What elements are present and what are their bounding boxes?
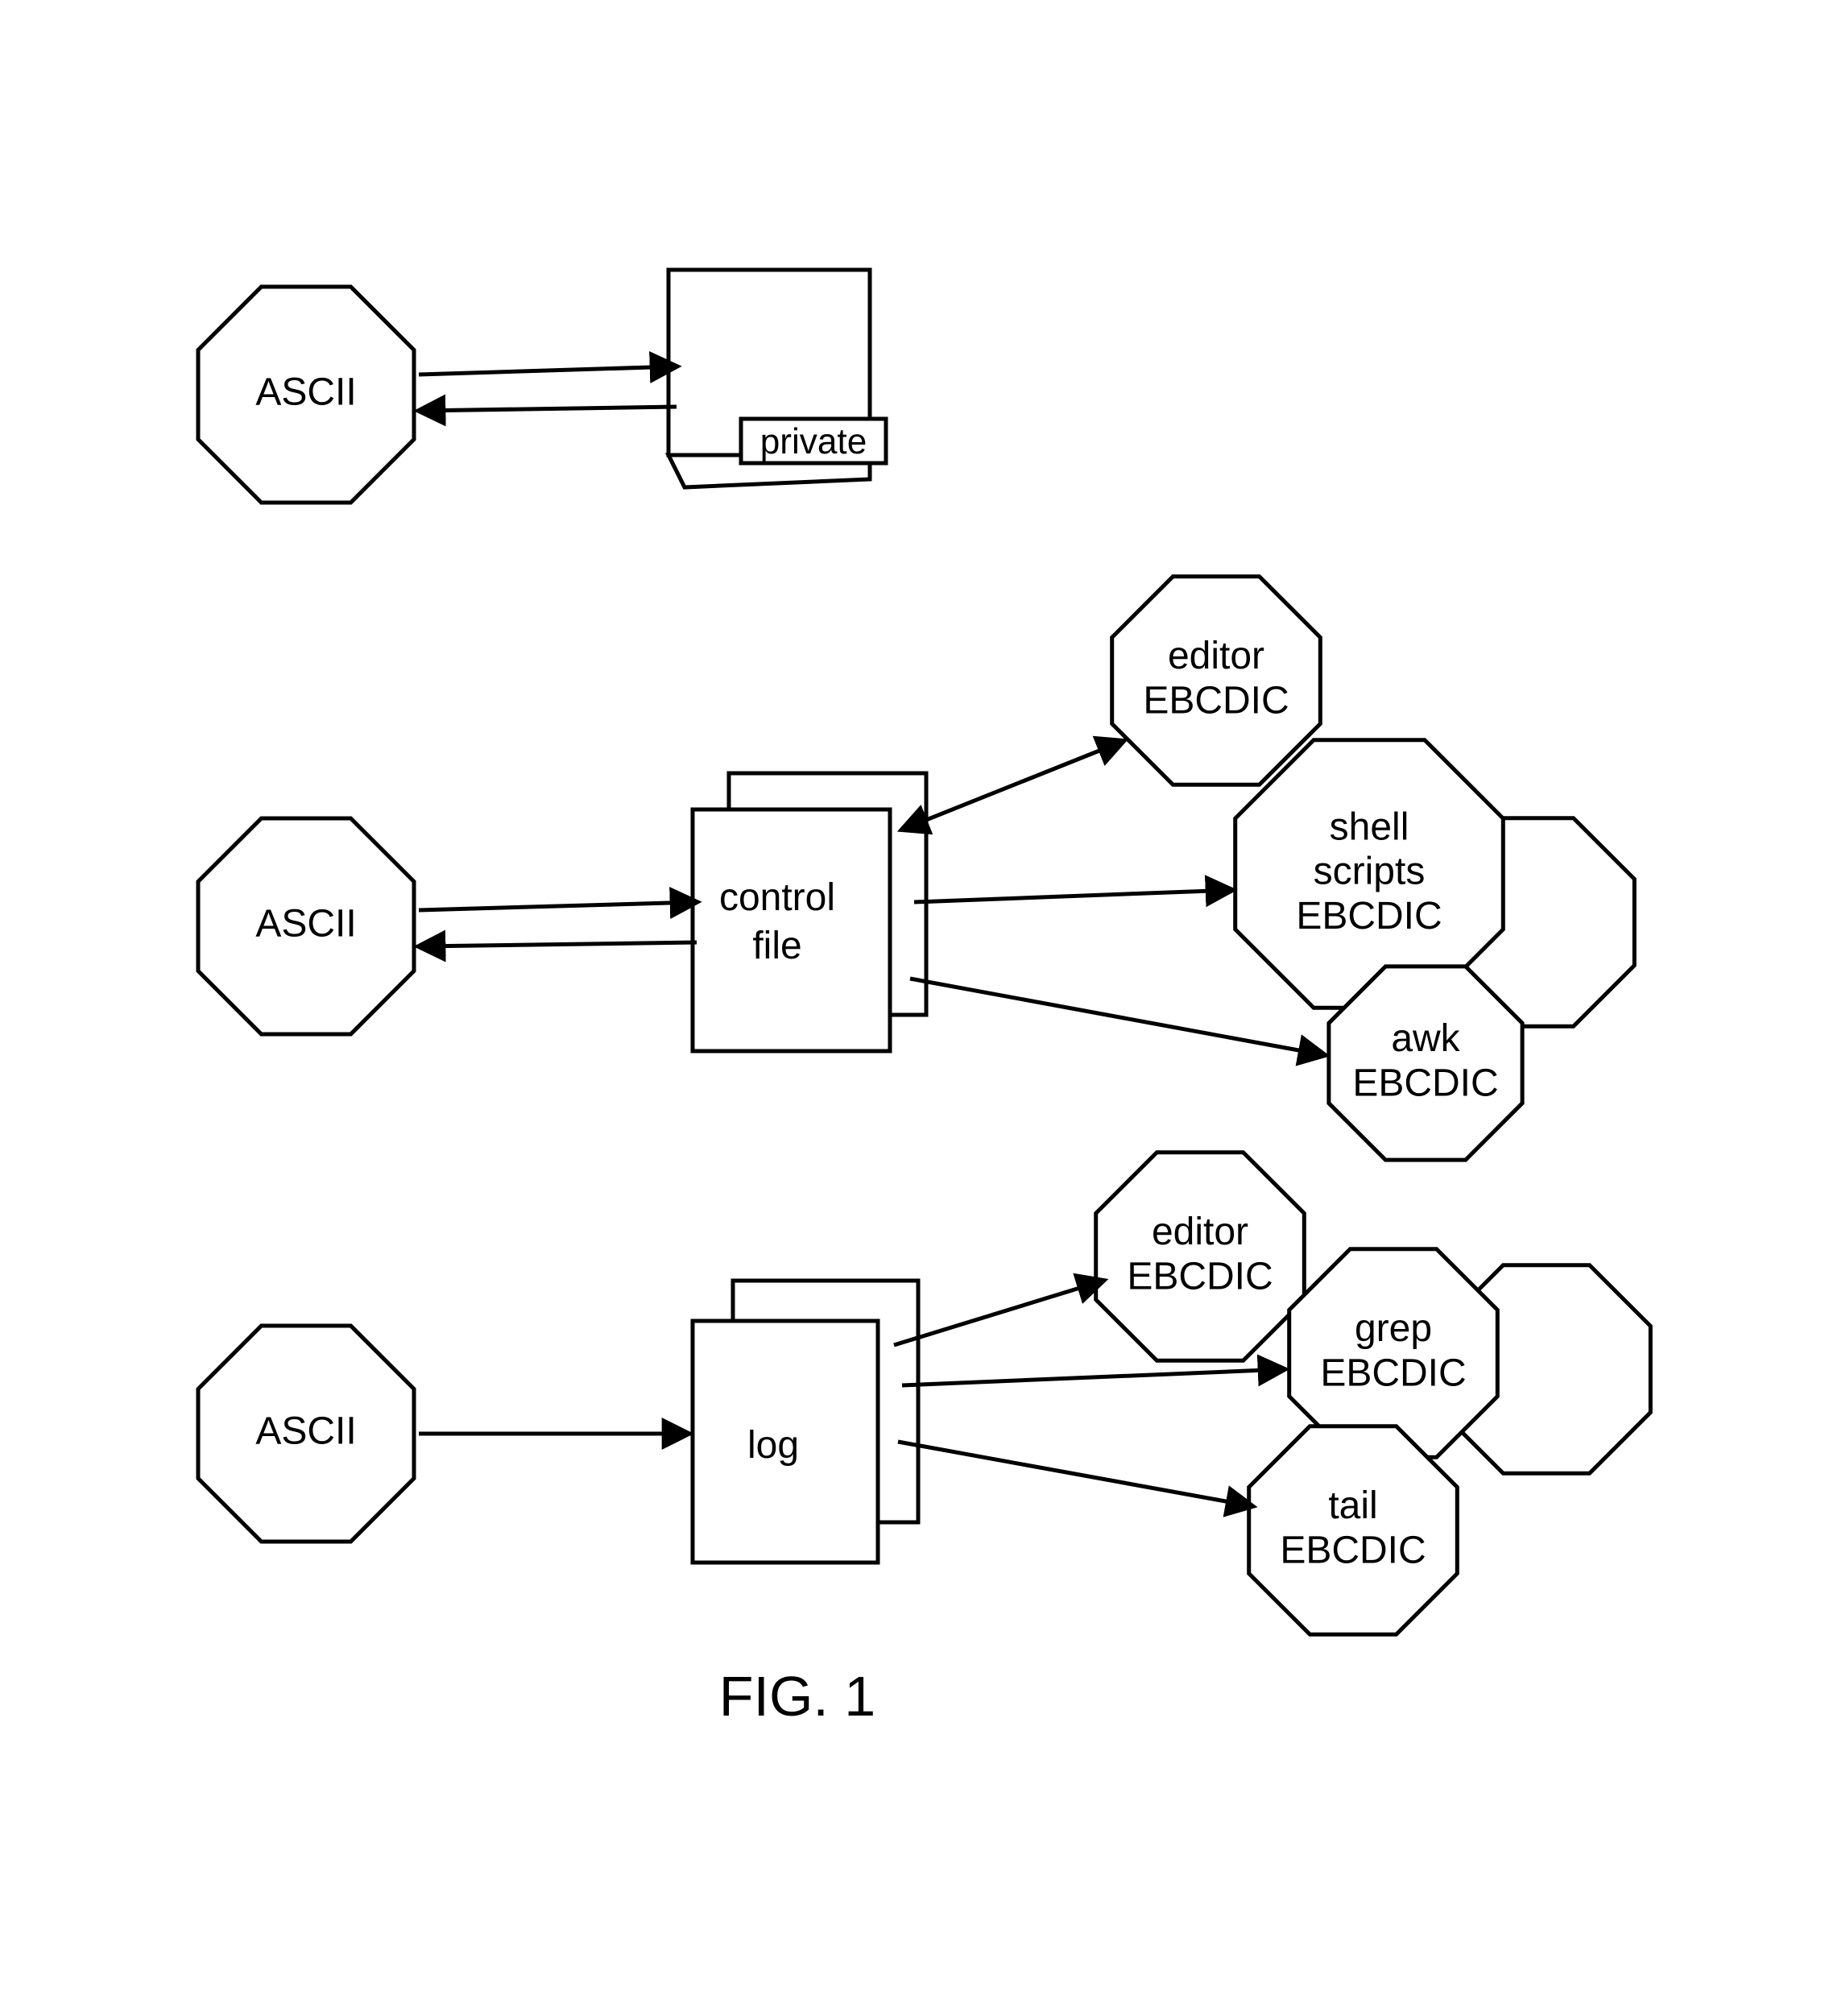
- ascii3-label-0: ASCII: [255, 1410, 356, 1453]
- grep-label-0: grep: [1355, 1307, 1432, 1350]
- tail-label-0: tail: [1328, 1484, 1377, 1527]
- arrow-a1_l: [419, 407, 677, 411]
- shell-label-2: EBCDIC: [1296, 895, 1442, 938]
- shell-label-1: scripts: [1314, 851, 1426, 893]
- tail-label-1: EBCDIC: [1280, 1529, 1426, 1571]
- editor2-label-0: editor: [1152, 1211, 1248, 1253]
- log-label: log: [747, 1424, 799, 1467]
- grep-label-1: EBCDIC: [1320, 1352, 1466, 1394]
- editor2-label-1: EBCDIC: [1127, 1255, 1273, 1298]
- arrow-ctrl_editor: [902, 741, 1124, 830]
- shell-label-0: shell: [1330, 805, 1409, 848]
- arrow-a2_r: [419, 902, 697, 910]
- editor1-label-0: editor: [1168, 635, 1264, 677]
- editor1-label-1: EBCDIC: [1143, 679, 1289, 722]
- ascii1-label-0: ASCII: [255, 371, 356, 414]
- arrow-ctrl_shell: [914, 890, 1232, 902]
- figure-diagram: ASCIIprivateASCIIcontrolfileeditorEBCDIC…: [0, 0, 1821, 2012]
- arrow-a2_l: [419, 942, 697, 946]
- arrow-log_tail: [898, 1442, 1252, 1506]
- arrow-a1_r: [419, 366, 677, 375]
- awk-label-0: awk: [1391, 1017, 1460, 1060]
- arrow-log_grep: [902, 1369, 1285, 1385]
- figure-caption: FIG. 1: [719, 1665, 875, 1728]
- private-label: private: [760, 422, 867, 462]
- control-label-2: file: [752, 925, 801, 967]
- arrow-ctrl_awk: [910, 979, 1325, 1055]
- ascii2-label-0: ASCII: [255, 903, 356, 946]
- arrow-log_editor: [894, 1281, 1103, 1345]
- awk-label-1: EBCDIC: [1352, 1062, 1498, 1104]
- control-label-1: control: [719, 876, 835, 919]
